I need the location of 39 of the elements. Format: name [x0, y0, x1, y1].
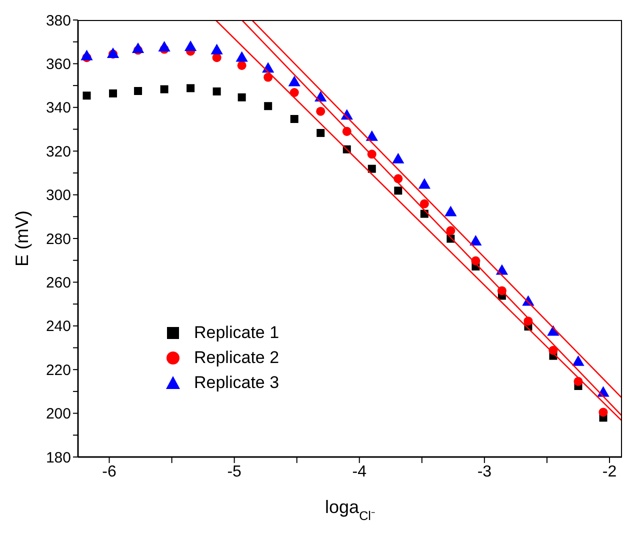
x-tick-label: -3: [477, 463, 492, 480]
y-tick-label: 340: [46, 100, 71, 117]
x-axis-title: loga$_{Cl⁻}$: [325, 497, 375, 523]
x-tick-label: -4: [352, 463, 367, 480]
legend-label: Replicate 2: [194, 348, 280, 368]
x-tick-label: -5: [227, 463, 242, 480]
y-tick-label: 180: [46, 449, 71, 466]
point: [420, 199, 429, 208]
y-tick-label: 220: [46, 362, 71, 379]
point: [160, 85, 168, 94]
point: [237, 60, 246, 70]
y-tick-label: 260: [46, 274, 71, 292]
point: [290, 114, 298, 123]
y-tick-label: 300: [46, 187, 71, 204]
point: [109, 89, 118, 98]
y-tick-label: 360: [46, 56, 71, 74]
point: [446, 226, 456, 236]
point: [212, 87, 221, 96]
y-axis-title: E (mV): [12, 210, 32, 266]
legend-label: Replicate 3: [194, 372, 280, 392]
point: [186, 84, 195, 92]
y-tick-label: 200: [46, 406, 71, 423]
point: [598, 408, 608, 417]
point: [394, 186, 402, 195]
x-tick-label: -2: [602, 463, 617, 480]
x-tick-label: -6: [102, 463, 116, 480]
point: [264, 102, 272, 110]
point: [238, 93, 246, 102]
point: [316, 128, 325, 137]
point: [368, 164, 376, 173]
point: [184, 40, 197, 52]
y-tick-label: 240: [46, 318, 71, 336]
y-tick-label: 280: [46, 230, 71, 248]
point: [316, 106, 326, 116]
point: [82, 92, 91, 100]
y-tick-label: 320: [46, 143, 71, 160]
y-tick-label: 380: [46, 12, 71, 30]
legend-label: Replicate 1: [194, 322, 280, 342]
point: [134, 87, 142, 96]
